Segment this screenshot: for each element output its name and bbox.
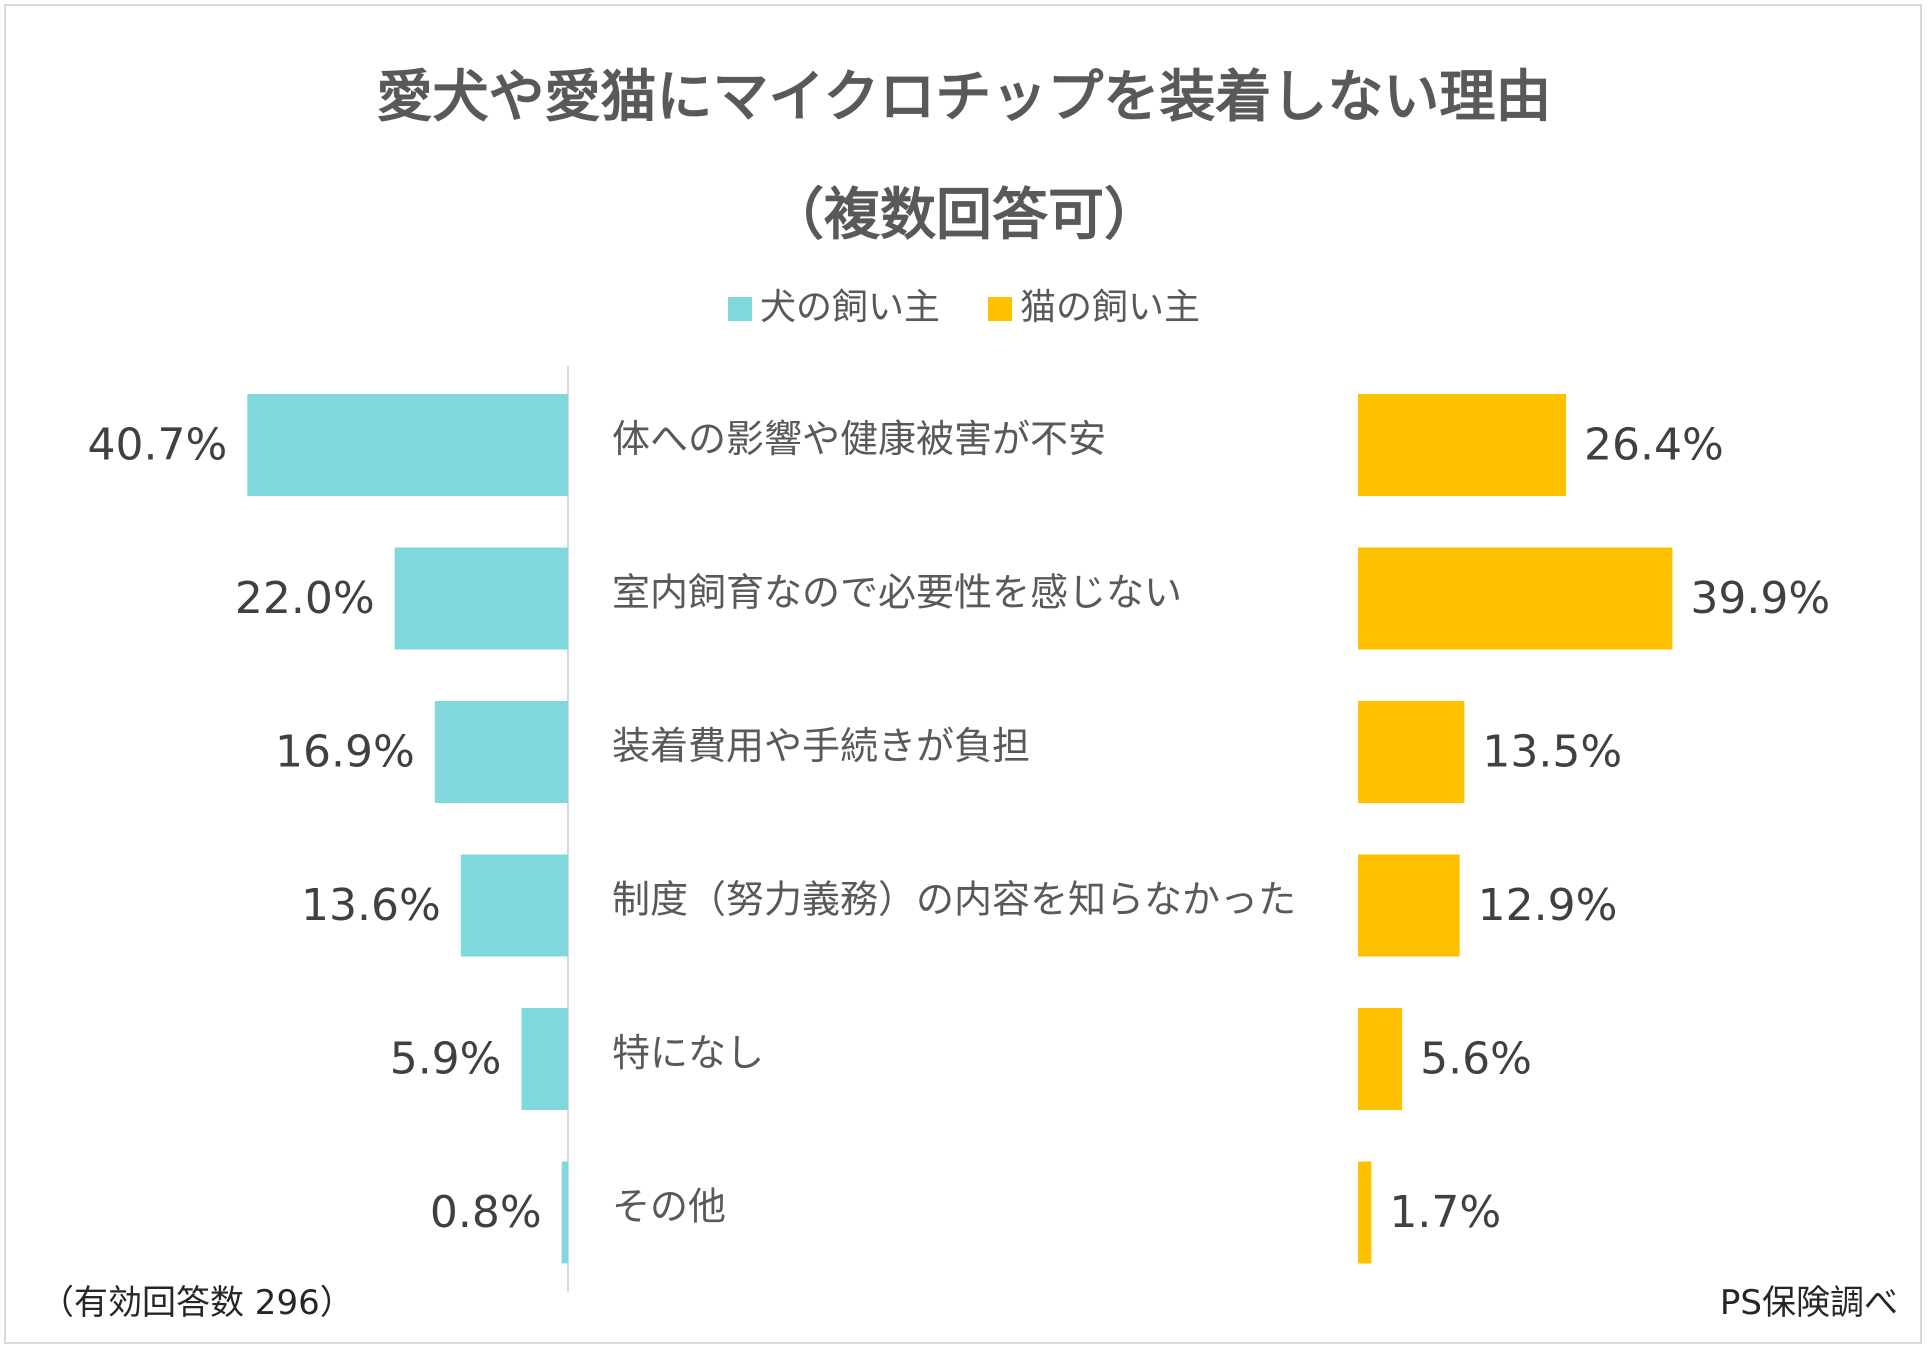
respondent-note: （有効回答数 296） <box>40 1283 354 1323</box>
cat-value-label: 12.9% <box>1478 880 1618 931</box>
cat-bar <box>1358 394 1567 496</box>
category-label: 特になし <box>612 1031 764 1075</box>
dog-value-label: 40.7% <box>88 420 228 471</box>
chart-frame <box>4 4 1922 1344</box>
dog-value-label: 5.9% <box>390 1034 502 1085</box>
legend-item-cat: 猫の飼い主 <box>988 278 1200 330</box>
dog-bar <box>247 394 568 496</box>
cat-value-label: 5.6% <box>1420 1034 1532 1085</box>
dog-value-label: 22.0% <box>235 573 375 624</box>
chart-title: 愛犬や愛猫にマイクロチップを装着しない理由 <box>376 65 1552 130</box>
cat-value-label: 26.4% <box>1584 420 1724 471</box>
cat-value-label: 13.5% <box>1482 727 1622 778</box>
cat-bar <box>1358 854 1460 957</box>
dog-value-label: 0.8% <box>430 1187 542 1238</box>
cat-bar <box>1358 701 1465 803</box>
legend: 犬の飼い主 猫の飼い主 <box>0 278 1928 330</box>
dog-bar <box>561 1161 568 1264</box>
dog-value-label: 16.9% <box>275 727 415 778</box>
dog-bar <box>460 854 568 957</box>
legend-label-cat: 猫の飼い主 <box>1020 287 1201 328</box>
category-label: 室内飼育なので必要性を感じない <box>612 571 1182 615</box>
dog-bar <box>521 1008 568 1110</box>
category-label: 体への影響や健康被害が不安 <box>612 417 1106 461</box>
chart-subtitle: （複数回答可） <box>768 183 1160 248</box>
legend-swatch-cat <box>988 297 1012 321</box>
legend-swatch-dog <box>727 297 752 321</box>
source-credit: PS保険調べ <box>1719 1283 1898 1323</box>
dog-bar <box>434 701 568 803</box>
cat-value-label: 1.7% <box>1389 1187 1501 1238</box>
legend-label-dog: 犬の飼い主 <box>759 287 940 328</box>
category-label: 制度（努力義務）の内容を知らなかった <box>612 878 1296 922</box>
legend-item-dog: 犬の飼い主 <box>727 278 940 330</box>
dog-bar <box>394 547 568 650</box>
category-label: その他 <box>612 1185 726 1229</box>
cat-value-label: 39.9% <box>1690 573 1830 624</box>
cat-bar <box>1358 1008 1403 1110</box>
cat-bar <box>1358 1161 1372 1264</box>
cat-bar <box>1358 547 1673 650</box>
dog-value-label: 13.6% <box>301 880 441 931</box>
category-label: 装着費用や手続きが負担 <box>612 724 1030 768</box>
